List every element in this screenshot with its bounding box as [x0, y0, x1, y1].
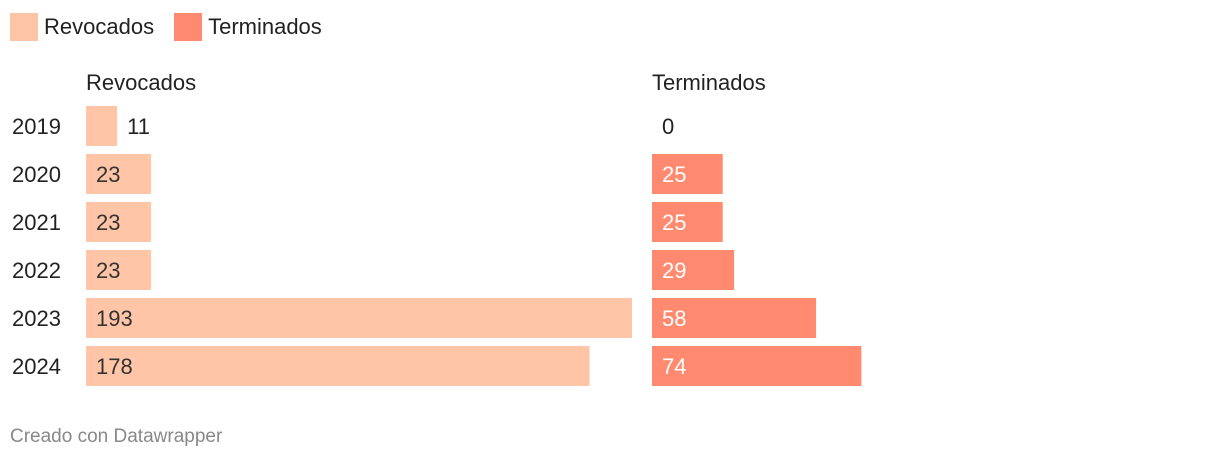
bar-terminados-2024 — [652, 346, 862, 386]
bar-revocados-2023 — [86, 298, 632, 338]
value-label-terminados-2024: 74 — [662, 354, 686, 379]
legend-item-revocados: Revocados — [10, 13, 154, 41]
category-label-2022: 2022 — [12, 258, 61, 283]
value-label-terminados-2023: 58 — [662, 306, 686, 331]
legend-label-terminados: Terminados — [208, 14, 322, 39]
bar-revocados-2020 — [86, 154, 152, 194]
bar-terminados-2020 — [652, 154, 723, 194]
value-label-terminados-2021: 25 — [662, 210, 686, 235]
legend-swatch-revocados — [10, 13, 38, 41]
category-label-2021: 2021 — [12, 210, 61, 235]
bar-revocados-2021 — [86, 202, 152, 242]
legend-label-revocados: Revocados — [44, 14, 155, 39]
value-label-revocados-2020: 23 — [96, 162, 120, 187]
bar-terminados-2021 — [652, 202, 723, 242]
credit-text: Creado con Datawrapper — [10, 426, 223, 447]
value-label-terminados-2022: 29 — [662, 258, 686, 283]
category-label-2024: 2024 — [12, 354, 61, 379]
value-label-revocados-2019: 11 — [127, 114, 150, 139]
legend: Revocados Terminados — [10, 12, 342, 42]
value-label-revocados-2023: 193 — [96, 306, 133, 331]
bar-terminados-2022 — [652, 250, 735, 290]
bar-terminados-2023 — [652, 298, 817, 338]
panel-header-terminados: Terminados — [652, 70, 766, 95]
legend-item-terminados: Terminados — [174, 13, 322, 41]
value-label-revocados-2022: 23 — [96, 258, 120, 283]
value-label-revocados-2021: 23 — [96, 210, 120, 235]
category-label-2019: 2019 — [12, 114, 61, 139]
bar-revocados-2024 — [86, 346, 590, 386]
value-label-revocados-2024: 178 — [96, 354, 133, 379]
value-label-terminados-2019: 0 — [662, 114, 674, 139]
bar-revocados-2019 — [86, 106, 118, 146]
legend-swatch-terminados — [174, 13, 203, 41]
bar-revocados-2022 — [86, 250, 152, 290]
category-label-2023: 2023 — [12, 306, 61, 331]
category-label-2020: 2020 — [12, 162, 61, 187]
value-label-terminados-2020: 25 — [662, 162, 686, 187]
panel-header-revocados: Revocados — [86, 70, 196, 95]
